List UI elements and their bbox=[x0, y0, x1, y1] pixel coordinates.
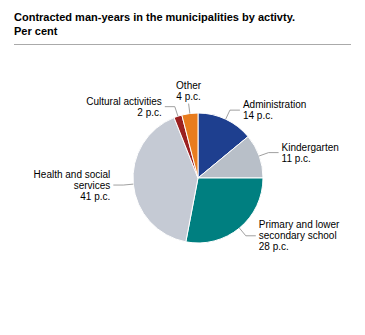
svg-text:Other4 p.c.: Other4 p.c. bbox=[176, 80, 202, 102]
svg-text:Primary and lowersecondary sch: Primary and lowersecondary school28 p.c. bbox=[259, 219, 340, 252]
svg-text:Health and socialservices41 p.: Health and socialservices41 p.c. bbox=[34, 169, 111, 202]
html-text:Contracted man-years in the mu: Contracted man-years in the municipaliti… bbox=[14, 11, 295, 37]
svg-text:Administration14 p.c.: Administration14 p.c. bbox=[243, 99, 306, 121]
svg-text:Kindergarten11 p.c.: Kindergarten11 p.c. bbox=[282, 142, 339, 164]
svg-text:Cultural activities2 p.c.: Cultural activities2 p.c. bbox=[86, 96, 162, 118]
